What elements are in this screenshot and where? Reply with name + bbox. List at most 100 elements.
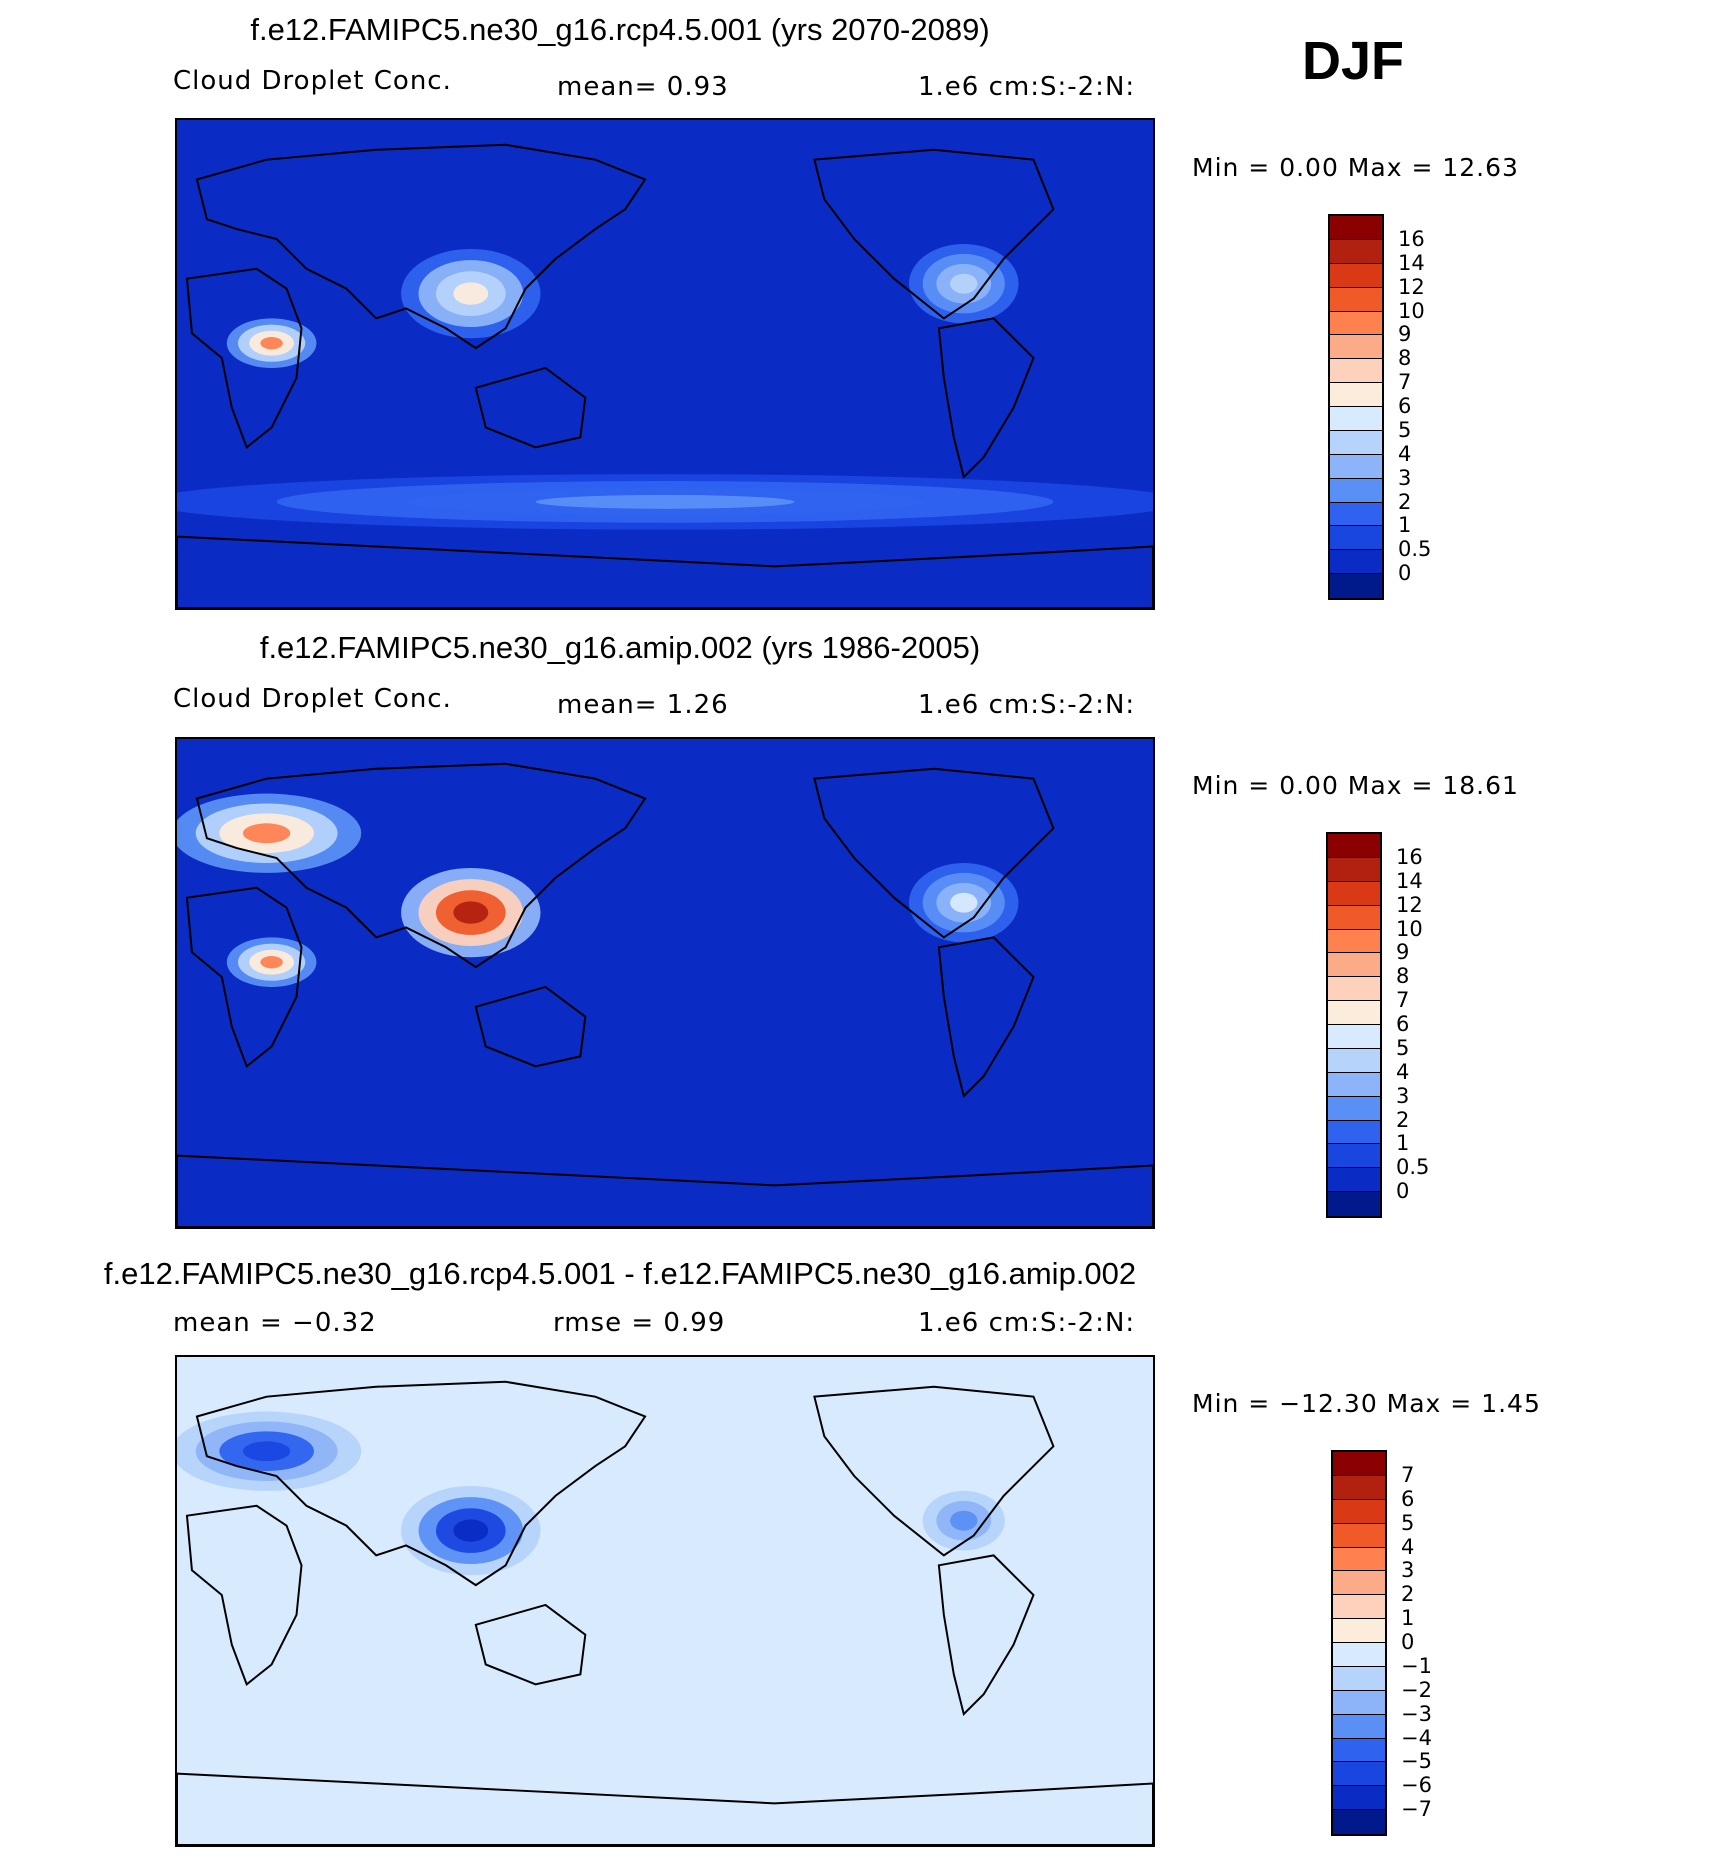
contour-southern-ocean-band <box>535 494 795 509</box>
colorbar-tick-label: 9 <box>1396 940 1410 965</box>
colorbar-tick-label: 8 <box>1398 346 1412 371</box>
colorbar-box <box>1330 335 1382 360</box>
colorbar-tick-label: −1 <box>1401 1653 1432 1678</box>
colorbar-tick-label: −5 <box>1401 1749 1432 1774</box>
colorbar-box <box>1330 263 1382 288</box>
map-svg <box>177 1357 1153 1845</box>
colorbar-tick-label: 0.5 <box>1398 537 1432 562</box>
colorbar-tick-label: 5 <box>1398 417 1412 442</box>
coastline <box>937 1554 1035 1717</box>
map-background <box>177 120 1153 608</box>
colorbar-box <box>1333 1547 1385 1572</box>
colorbar-box <box>1328 834 1380 858</box>
colorbar-tick-label: 7 <box>1401 1462 1415 1487</box>
colorbar-box <box>1328 881 1380 906</box>
colorbar-tick-label: 3 <box>1396 1083 1410 1108</box>
colorbar-tick-label: 2 <box>1401 1582 1415 1607</box>
colorbar-box <box>1333 1690 1385 1715</box>
colorbar-box <box>1330 407 1382 431</box>
colorbar-tick-label: 14 <box>1398 250 1425 275</box>
coastline <box>474 1603 587 1686</box>
colorbar-tick-label: 3 <box>1398 465 1412 490</box>
map-svg <box>177 120 1153 608</box>
contour-europe <box>242 823 291 844</box>
colorbar <box>1326 832 1382 1218</box>
colorbar-tick-label: −2 <box>1401 1677 1432 1702</box>
rmse-label: rmse = 0.99 <box>553 1308 726 1338</box>
colorbar-tick-label: 14 <box>1396 868 1423 893</box>
coastline <box>177 1154 1153 1227</box>
coastline <box>474 366 587 449</box>
colorbar-box <box>1328 929 1380 954</box>
colorbar-tick-label: 7 <box>1398 370 1412 395</box>
colorbar-box <box>1328 1144 1380 1169</box>
units-label: 1.e6 cm:S:-2:N: <box>918 690 1136 720</box>
coastline <box>813 1385 1055 1557</box>
coastline <box>185 267 303 449</box>
colorbar-tick-label: 12 <box>1398 274 1425 299</box>
coastline <box>813 767 1055 939</box>
colorbar-tick-label: 3 <box>1401 1558 1415 1583</box>
contour-central-africa <box>260 955 283 969</box>
coastline <box>185 1504 303 1686</box>
contour-europe <box>242 1441 291 1462</box>
colorbar-box <box>1328 1168 1380 1193</box>
colorbar-box <box>1330 383 1382 407</box>
colorbar-box <box>1330 478 1382 503</box>
colorbar-box <box>1328 1120 1380 1145</box>
colorbar-tick-label: 2 <box>1398 489 1412 514</box>
coastline <box>474 985 587 1068</box>
colorbar-box <box>1330 216 1382 240</box>
contour-east-asia <box>453 901 489 924</box>
map-plot <box>175 737 1155 1229</box>
colorbar-box <box>1330 287 1382 312</box>
map-svg <box>177 739 1153 1227</box>
colorbar-tick-label: 9 <box>1398 322 1412 347</box>
coastline <box>195 1380 647 1587</box>
contour-north-america-east <box>950 273 978 294</box>
colorbar-box <box>1333 1666 1385 1691</box>
colorbar-box <box>1330 239 1382 264</box>
colorbar-box <box>1328 977 1380 1002</box>
contour-north-america-east <box>950 1510 978 1531</box>
min-max-label: Min = 0.00 Max = 18.61 <box>1192 771 1519 800</box>
colorbar-box <box>1333 1643 1385 1667</box>
panel-title: f.e12.FAMIPC5.ne30_g16.rcp4.5.001 - f.e1… <box>103 1256 1137 1291</box>
colorbar-tick-label: 4 <box>1401 1534 1415 1559</box>
min-max-label: Min = −12.30 Max = 1.45 <box>1192 1389 1541 1418</box>
colorbar-tick-label: 0 <box>1396 1179 1410 1204</box>
colorbar-box <box>1333 1762 1385 1787</box>
colorbar-tick-label: −7 <box>1401 1797 1432 1822</box>
colorbar-box <box>1328 1001 1380 1025</box>
colorbar-box <box>1333 1619 1385 1643</box>
colorbar-tick-label: 6 <box>1398 394 1412 418</box>
colorbar-tick-label: 1 <box>1396 1131 1410 1156</box>
contour-east-asia <box>453 1519 489 1542</box>
colorbar-box <box>1328 857 1380 882</box>
variable-label: Cloud Droplet Conc. <box>173 684 452 714</box>
colorbar-box <box>1330 574 1382 598</box>
colorbar-tick-label: 0.5 <box>1396 1155 1430 1180</box>
colorbar-box <box>1328 1025 1380 1049</box>
colorbar-tick-label: 16 <box>1398 226 1425 251</box>
coastline <box>185 886 303 1068</box>
map-plot <box>175 118 1155 610</box>
colorbar-tick-label: 7 <box>1396 988 1410 1013</box>
mean-label: mean= 1.26 <box>557 690 729 720</box>
coastline <box>177 535 1153 608</box>
colorbar-tick-label: 6 <box>1396 1012 1410 1036</box>
panel-title: f.e12.FAMIPC5.ne30_g16.amip.002 (yrs 198… <box>259 630 981 665</box>
colorbar-tick-label: −3 <box>1401 1701 1432 1726</box>
season-label: DJF <box>1302 31 1405 91</box>
min-max-label: Min = 0.00 Max = 12.63 <box>1192 153 1519 182</box>
colorbar-tick-label: 12 <box>1396 892 1423 917</box>
colorbar-box <box>1328 1192 1380 1216</box>
colorbar-tick-label: 5 <box>1396 1035 1410 1060</box>
colorbar-tick-label: 8 <box>1396 964 1410 989</box>
colorbar-box <box>1330 502 1382 527</box>
colorbar-tick-label: 5 <box>1401 1510 1415 1535</box>
colorbar-box <box>1333 1523 1385 1548</box>
colorbar-box <box>1328 953 1380 978</box>
colorbar-tick-label: 10 <box>1398 298 1425 323</box>
colorbar-tick-label: 0 <box>1401 1630 1415 1654</box>
